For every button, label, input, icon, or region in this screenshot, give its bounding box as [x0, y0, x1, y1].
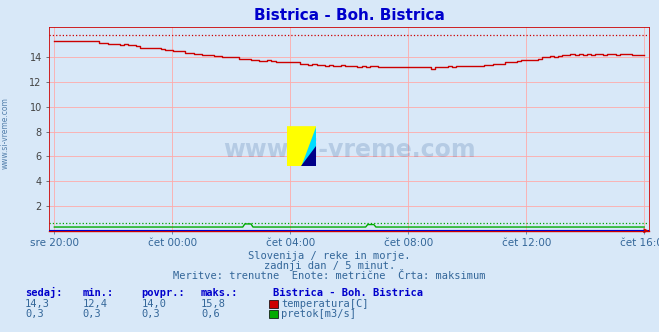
Text: Slovenija / reke in morje.: Slovenija / reke in morje. — [248, 251, 411, 261]
Text: 0,3: 0,3 — [142, 309, 160, 319]
Text: 0,6: 0,6 — [201, 309, 219, 319]
Text: temperatura[C]: temperatura[C] — [281, 299, 369, 309]
Text: min.:: min.: — [82, 288, 113, 298]
Text: 0,3: 0,3 — [82, 309, 101, 319]
Text: povpr.:: povpr.: — [142, 288, 185, 298]
Polygon shape — [302, 126, 316, 166]
Text: 15,8: 15,8 — [201, 299, 226, 309]
Text: Bistrica - Boh. Bistrica: Bistrica - Boh. Bistrica — [273, 288, 424, 298]
Text: www.si-vreme.com: www.si-vreme.com — [223, 138, 476, 162]
Text: sedaj:: sedaj: — [25, 287, 63, 298]
Text: 0,3: 0,3 — [25, 309, 43, 319]
Text: 12,4: 12,4 — [82, 299, 107, 309]
Text: zadnji dan / 5 minut.: zadnji dan / 5 minut. — [264, 261, 395, 271]
Text: www.si-vreme.com: www.si-vreme.com — [1, 97, 10, 169]
Text: Meritve: trenutne  Enote: metrične  Črta: maksimum: Meritve: trenutne Enote: metrične Črta: … — [173, 271, 486, 281]
Polygon shape — [302, 146, 316, 166]
Text: maks.:: maks.: — [201, 288, 239, 298]
Polygon shape — [287, 126, 316, 166]
Text: pretok[m3/s]: pretok[m3/s] — [281, 309, 357, 319]
Title: Bistrica - Boh. Bistrica: Bistrica - Boh. Bistrica — [254, 8, 445, 23]
Text: 14,3: 14,3 — [25, 299, 50, 309]
Text: 14,0: 14,0 — [142, 299, 167, 309]
